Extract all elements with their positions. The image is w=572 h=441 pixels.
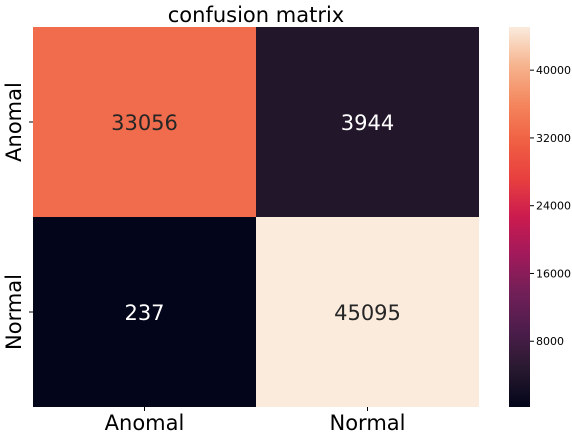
colorbar-tick-label: 8000	[536, 335, 564, 348]
colorbar-tick-label: 40000	[536, 64, 571, 77]
heatmap-cell-0-1	[256, 27, 479, 217]
colorbar-tick-label: 16000	[536, 267, 571, 280]
cell-value-label-1-0: 237	[124, 301, 164, 325]
heatmap-cell-0-0	[33, 27, 256, 217]
cell-value-label-1-1: 45095	[334, 301, 401, 325]
cell-value-label-0-1: 3944	[341, 111, 394, 135]
colorbar-tick-label: 24000	[536, 200, 571, 213]
y-tick-label: Anomal	[2, 82, 26, 162]
y-axis: Anomal Normal	[2, 82, 33, 350]
colorbar-tick-label: 32000	[536, 132, 571, 145]
heatmap-cells: 33056 3944 237 45095	[33, 27, 479, 407]
x-axis: Anomal Normal	[105, 407, 406, 435]
heatmap-cell-1-1	[256, 217, 479, 407]
x-tick-label: Anomal	[105, 411, 185, 435]
heatmap-cell-1-0	[33, 217, 256, 407]
colorbar-ticks: 8000 16000 24000 32000 40000	[530, 64, 571, 348]
cell-value-label-0-0: 33056	[111, 111, 178, 135]
x-tick-label: Normal	[330, 411, 406, 435]
colorbar	[509, 27, 530, 407]
chart-title: confusion matrix	[168, 3, 344, 27]
y-tick-label: Normal	[2, 274, 26, 350]
